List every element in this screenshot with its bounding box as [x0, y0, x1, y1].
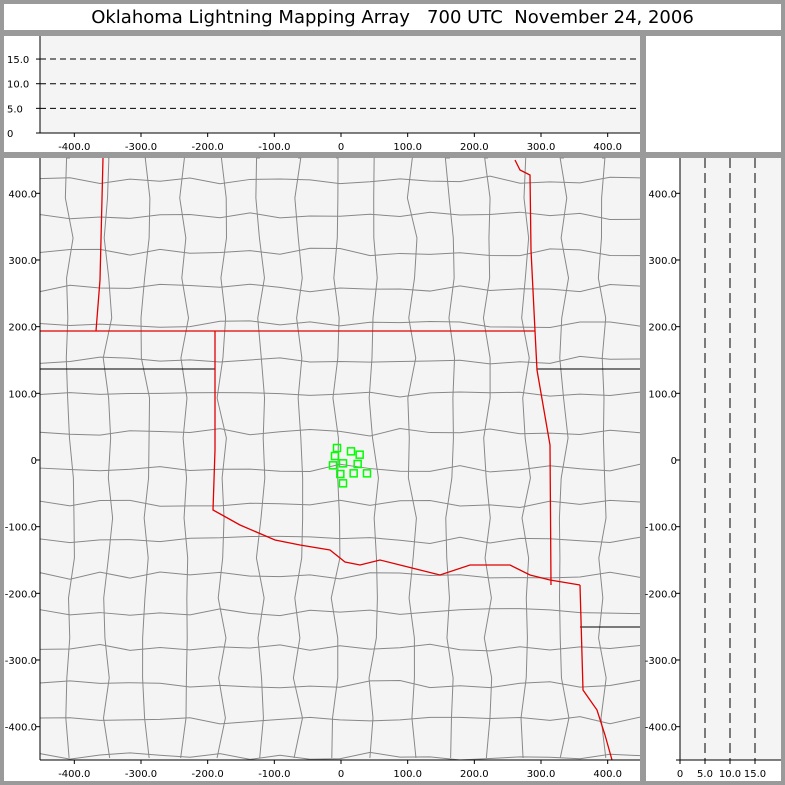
top-plot-area — [40, 36, 640, 133]
county-line — [102, 157, 114, 759]
lightning-source-marker — [328, 461, 338, 470]
chart-title: Oklahoma Lightning Mapping Array 700 UTC… — [4, 4, 781, 30]
side-y-tick-label: -100.0 — [645, 523, 677, 534]
county-line — [597, 157, 607, 759]
state-border-red — [514, 159, 552, 586]
county-line — [255, 157, 266, 759]
lightning-source-marker — [338, 479, 348, 488]
side-x-tick-label: 15.0 — [744, 769, 766, 780]
county-line — [140, 157, 151, 759]
county-line — [39, 679, 641, 689]
lightning-source-marker — [330, 451, 340, 461]
map-y-tick-label: 0 — [31, 456, 37, 467]
top-x-tick-label: 400.0 — [593, 142, 622, 153]
county-line — [64, 157, 75, 759]
map-x-tick-label: 100.0 — [393, 769, 422, 780]
top-x-tick-label: 300.0 — [527, 142, 556, 153]
county-line — [39, 463, 641, 473]
map-y-tick-label: 100.0 — [8, 389, 37, 400]
top-x-tick-label: -300.0 — [125, 142, 157, 153]
top-x-tick-label: -100.0 — [258, 142, 290, 153]
county-line — [330, 157, 341, 759]
side-y-tick-label: 0 — [671, 456, 677, 467]
top-y-tick-label: 5.0 — [7, 104, 23, 115]
top-y-tick-label: 15.0 — [7, 55, 29, 66]
county-line — [216, 157, 227, 759]
map-y-tick-label: -100.0 — [5, 523, 37, 534]
map-x-tick-label: -100.0 — [258, 769, 290, 780]
side-y-tick-label: -200.0 — [645, 589, 677, 600]
county-line — [39, 283, 641, 293]
map-y-tick-label: -200.0 — [5, 589, 37, 600]
county-line — [39, 751, 641, 761]
county-line — [520, 157, 531, 759]
top-x-tick-label: 200.0 — [460, 142, 489, 153]
county-line — [39, 247, 641, 257]
county-line — [444, 157, 456, 759]
lightning-source-marker — [362, 469, 372, 478]
lightning-source-marker — [338, 459, 348, 468]
county-line — [39, 608, 641, 617]
state-border-red — [579, 584, 613, 761]
lightning-source-marker — [353, 459, 362, 469]
map-x-tick-label: 200.0 — [460, 769, 489, 780]
map-y-tick-label: 400.0 — [8, 189, 37, 200]
county-line — [39, 571, 641, 580]
side-y-tick-label: 200.0 — [648, 323, 677, 334]
state-border-red — [212, 331, 581, 586]
county-line — [39, 211, 641, 220]
lightning-source-marker — [336, 469, 345, 479]
county-line — [39, 175, 641, 185]
map-x-tick-label: 400.0 — [593, 769, 622, 780]
map-x-tick-label: -300.0 — [125, 769, 157, 780]
county-line — [558, 157, 570, 759]
side-y-tick-label: -300.0 — [645, 656, 677, 667]
lightning-source-marker — [332, 443, 342, 453]
map-x-tick-label: 300.0 — [527, 769, 556, 780]
map-y-tick-label: -400.0 — [5, 723, 37, 734]
side-x-tick-label: 5.0 — [697, 769, 713, 780]
map-plot-area — [40, 158, 640, 760]
top-x-tick-label: -200.0 — [192, 142, 224, 153]
side-y-tick-label: 300.0 — [648, 256, 677, 267]
county-lines — [39, 157, 641, 761]
county-line — [39, 535, 641, 544]
lightning-source-marker — [355, 450, 364, 459]
lightning-source-marker — [346, 447, 356, 456]
county-line — [292, 157, 304, 759]
state-border-red — [95, 157, 104, 332]
side-y-tick-label: 400.0 — [648, 189, 677, 200]
map-x-tick-label: -400.0 — [58, 769, 90, 780]
side-x-tick-label: 10.0 — [719, 769, 741, 780]
side-y-tick-label: -400.0 — [645, 723, 677, 734]
top-y-tick-label: 0 — [7, 129, 13, 140]
lightning-source-marker — [349, 469, 358, 478]
county-line — [39, 643, 641, 652]
county-line — [368, 157, 379, 759]
county-line — [482, 157, 493, 759]
top-x-tick-label: -400.0 — [58, 142, 90, 153]
map-x-tick-label: -200.0 — [192, 769, 224, 780]
map-y-tick-label: -300.0 — [5, 656, 37, 667]
map-y-tick-label: 300.0 — [8, 256, 37, 267]
corner-panel — [646, 36, 781, 152]
map-x-tick-label: 0 — [338, 769, 344, 780]
county-line — [39, 355, 641, 365]
side-y-tick-label: 100.0 — [648, 389, 677, 400]
top-x-tick-label: 100.0 — [393, 142, 422, 153]
county-line — [39, 499, 641, 508]
county-line — [406, 157, 418, 759]
county-line — [179, 157, 190, 759]
top-y-tick-label: 10.0 — [7, 80, 29, 91]
top-x-tick-label: 0 — [338, 142, 344, 153]
county-line — [39, 427, 641, 437]
side-x-tick-label: 0 — [677, 769, 683, 780]
county-line — [39, 391, 641, 398]
county-line — [39, 716, 641, 725]
map-y-tick-label: 200.0 — [8, 323, 37, 334]
